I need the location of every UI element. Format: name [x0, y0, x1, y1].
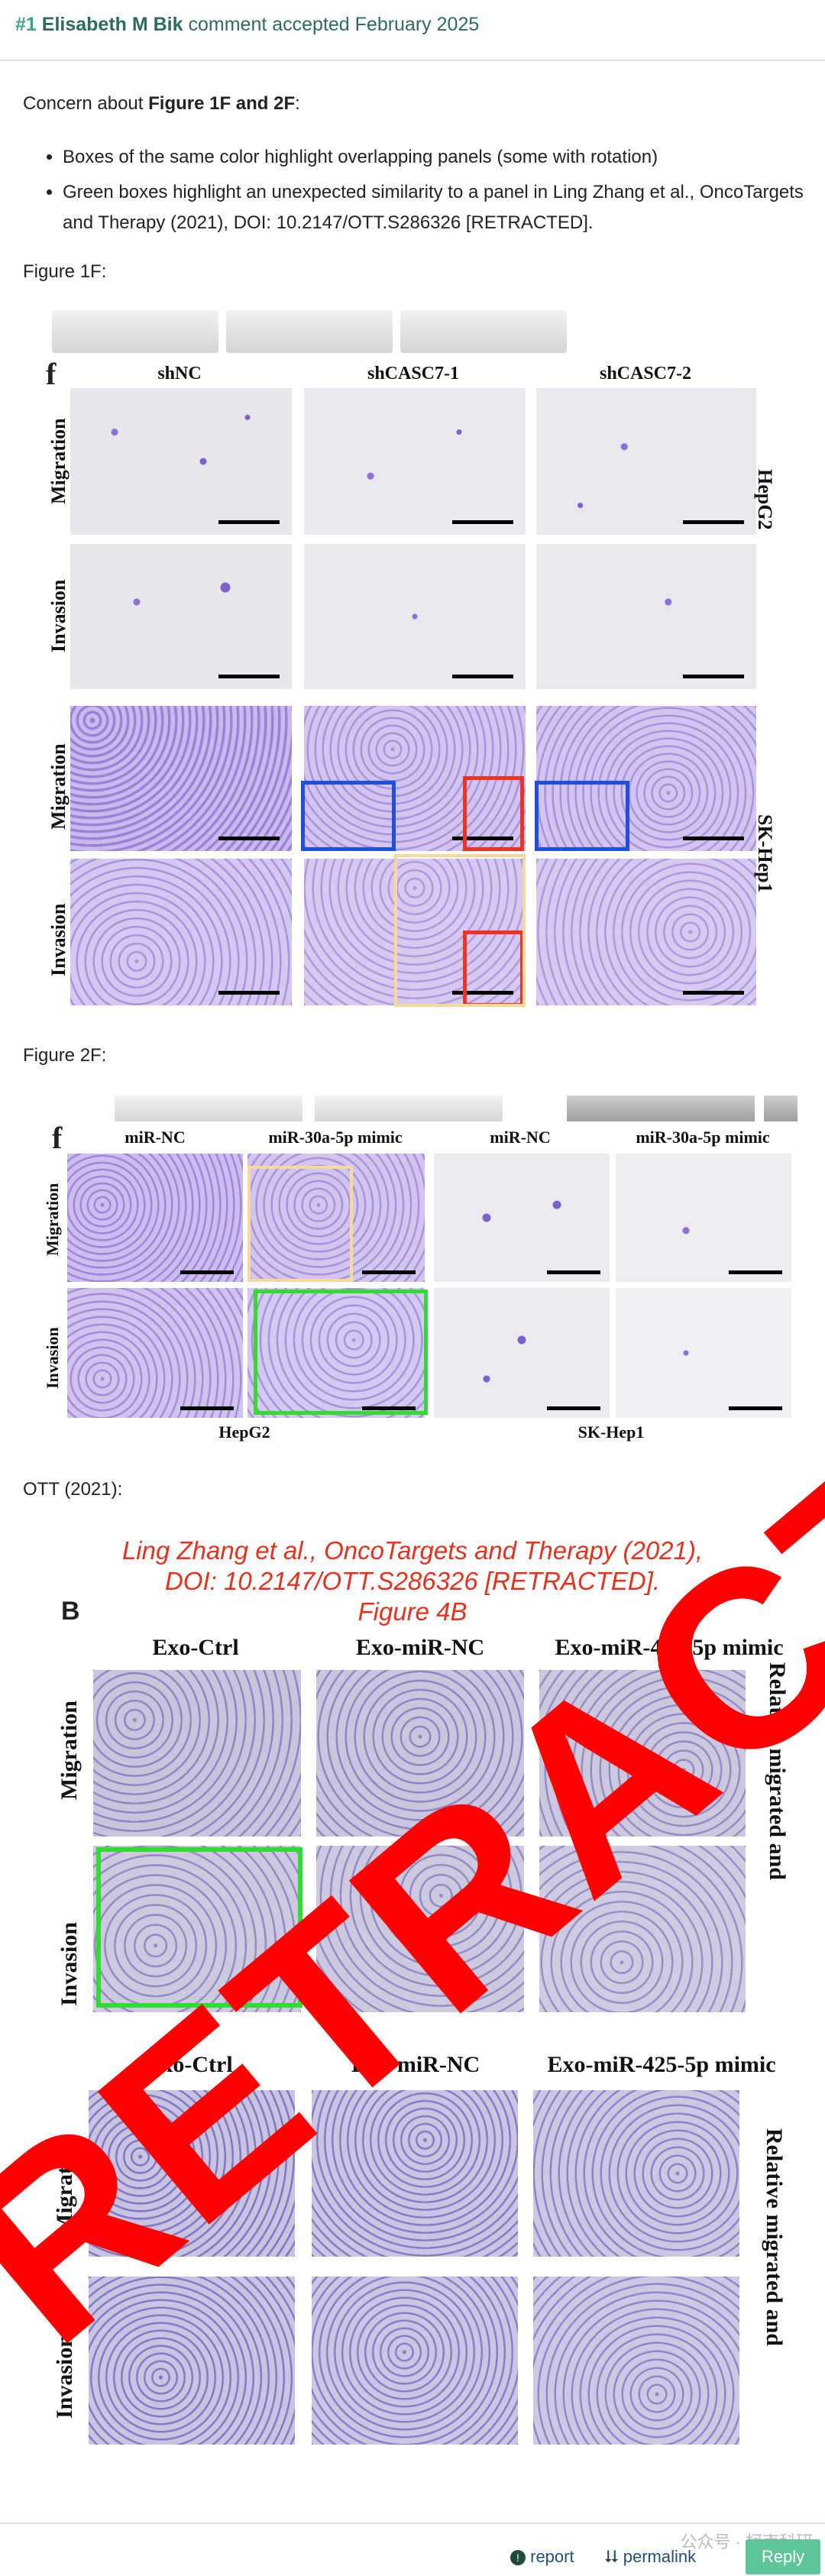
micrograph-panel [89, 2090, 295, 2257]
micrograph-panel [67, 1288, 243, 1418]
footer-divider [0, 2523, 825, 2524]
comment-actions: 公众号 · 柯南科研 ! report ⮇ permalink Reply [0, 2532, 825, 2576]
overlap-box-green [254, 1290, 428, 1415]
micrograph-panel [536, 388, 756, 535]
column-label: Exo-Ctrl [152, 1635, 239, 1660]
side-label: Relative migrated and [762, 2128, 787, 2346]
overlap-box-blue [301, 781, 396, 851]
overlap-box-red [463, 776, 524, 851]
panel-letter: f [52, 1121, 63, 1155]
column-label: shCASC7-1 [367, 364, 460, 383]
dish-image [764, 1095, 798, 1121]
micrograph-panel [93, 1846, 301, 2012]
column-label: shNC [157, 364, 202, 383]
concern-bullets: Boxes of the same color highlight overla… [38, 142, 825, 243]
micrograph-panel [434, 1154, 610, 1282]
comment-status: comment accepted February 2025 [188, 14, 480, 35]
column-label: Exo-miR-NC [355, 1635, 485, 1660]
micrograph-panel [89, 2277, 295, 2445]
micrograph-panel [70, 859, 292, 1005]
bullet-item: Green boxes highlight an unexpected simi… [63, 177, 825, 238]
micrograph-panel [616, 1288, 791, 1418]
micrograph-panel [539, 1846, 746, 2012]
micrograph-panel [304, 544, 526, 689]
column-label: Exo-Ctrl [146, 2052, 233, 2077]
comment-number: #1 [15, 14, 37, 35]
permalink-link[interactable]: ⮇ permalink [605, 2547, 697, 2566]
bullet-item: Boxes of the same color highlight overla… [63, 142, 825, 173]
micrograph-panel [434, 1288, 610, 1418]
micrograph-panel [536, 859, 756, 1005]
cell-line-label: HepG2 [754, 469, 776, 530]
column-label: Exo-miR-425-5p mimic [547, 2052, 776, 2077]
reply-button[interactable]: Reply [746, 2539, 820, 2574]
dish-image [115, 1095, 302, 1121]
micrograph-panel [312, 2090, 518, 2257]
row-label: Invasion [47, 579, 70, 652]
overlap-box-yellow [394, 854, 526, 1007]
dish-image [400, 310, 567, 353]
micrograph-panel [70, 544, 292, 689]
micrograph-panel [304, 388, 526, 535]
micrograph-panel [533, 2277, 739, 2445]
micrograph-panel [67, 1154, 243, 1282]
micrograph-panel [247, 1288, 425, 1418]
micrograph-panel [316, 1670, 524, 1837]
row-label: Migration [47, 743, 70, 830]
row-label: Migration [57, 1701, 82, 1800]
concern-line: Concern about Figure 1F and 2F: [23, 93, 300, 114]
comment-author[interactable]: Elisabeth M Bik [41, 14, 183, 35]
row-label: Invasion [47, 903, 70, 976]
micrograph-panel [70, 388, 292, 535]
overlap-box-blue [535, 781, 629, 851]
panel-letter: B [61, 1597, 80, 1626]
column-label: miR-30a-5p mimic [636, 1128, 770, 1147]
figure-2f: f miR-NC miR-30a-5p mimic miR-NC miR-30a… [0, 1089, 825, 1448]
micrograph-panel [616, 1154, 791, 1282]
panel-letter: f [46, 357, 57, 391]
column-label: shCASC7-2 [599, 364, 692, 383]
concern-figures: Figure 1F and 2F [148, 93, 296, 114]
row-label: Invasion [57, 1921, 82, 2006]
fig1-heading: Figure 1F: [23, 261, 107, 282]
row-label: Invasion [43, 1327, 62, 1389]
share-icon: ⮇ [605, 2547, 619, 2566]
row-label: Migration [43, 1183, 62, 1256]
column-label: Exo-miR-425-5p mimic [555, 1635, 784, 1660]
cell-line-label: HepG2 [218, 1422, 270, 1442]
column-label: miR-30a-5p mimic [268, 1128, 403, 1147]
cell-line-label: SK-Hep1 [578, 1422, 645, 1442]
micrograph-panel [316, 1846, 524, 2012]
alert-icon: ! [510, 2550, 526, 2566]
fig2-heading: Figure 2F: [23, 1045, 107, 1066]
dish-image [52, 310, 218, 353]
header-divider [0, 60, 825, 61]
overlap-box-green [96, 1847, 302, 2008]
micrograph-panel [536, 706, 756, 851]
cell-line-label: SK-Hep1 [754, 814, 776, 893]
ott-heading: OTT (2021): [23, 1479, 123, 1500]
report-link[interactable]: ! report [510, 2547, 574, 2567]
column-label: miR-NC [125, 1128, 186, 1147]
dish-image [567, 1095, 755, 1121]
overlap-box-yellow [247, 1166, 353, 1282]
column-label: miR-NC [490, 1128, 551, 1147]
micrograph-panel [93, 1670, 301, 1837]
column-label: Exo-miR-NC [351, 2052, 480, 2077]
comment-header: #1 Elisabeth M Bik comment accepted Febr… [15, 14, 479, 36]
dish-image [226, 310, 393, 353]
micrograph-panel [312, 2277, 518, 2445]
micrograph-panel [539, 1670, 746, 1837]
row-label: Migration [47, 418, 70, 504]
micrograph-panel [533, 2090, 739, 2257]
dish-image [315, 1095, 503, 1121]
ott-caption: Ling Zhang et al., OncoTargets and Thera… [121, 1536, 704, 1626]
micrograph-panel [247, 1154, 425, 1282]
figure-ott-4b: B Exo-Ctrl Exo-miR-NC Exo-miR-425-5p mim… [0, 1594, 825, 2480]
micrograph-panel [536, 544, 756, 689]
micrograph-panel [70, 706, 292, 851]
figure-1f: f shNC shCASC7-1 shCASC7-2 Migration Inv… [0, 304, 825, 1015]
